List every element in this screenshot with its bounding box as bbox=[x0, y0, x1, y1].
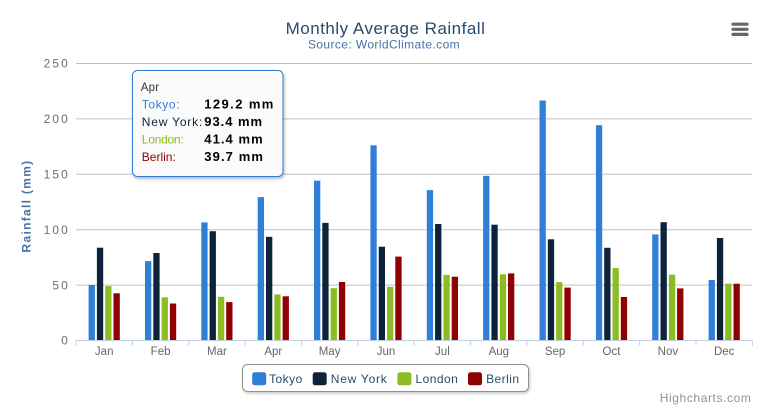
svg-text:London:: London: bbox=[142, 133, 184, 147]
svg-text:Nov: Nov bbox=[658, 346, 679, 358]
svg-text:100: 100 bbox=[44, 223, 70, 237]
svg-text:93.4 mm: 93.4 mm bbox=[204, 114, 263, 129]
svg-text:0: 0 bbox=[61, 334, 70, 348]
svg-text:129.2 mm: 129.2 mm bbox=[204, 97, 274, 112]
svg-text:250: 250 bbox=[44, 57, 70, 71]
svg-text:Apr: Apr bbox=[141, 82, 160, 94]
svg-text:Berlin:: Berlin: bbox=[142, 150, 176, 164]
svg-text:Jan: Jan bbox=[95, 346, 114, 358]
svg-text:50: 50 bbox=[52, 278, 70, 292]
svg-text:May: May bbox=[319, 346, 341, 358]
svg-text:Highcharts.com: Highcharts.com bbox=[660, 391, 752, 405]
svg-text:Oct: Oct bbox=[603, 346, 622, 358]
svg-text:Tokyo: Tokyo bbox=[269, 372, 303, 386]
svg-text:New York:: New York: bbox=[142, 115, 203, 129]
svg-text:Aug: Aug bbox=[489, 346, 509, 358]
svg-text:150: 150 bbox=[44, 168, 70, 182]
svg-text:Berlin: Berlin bbox=[486, 372, 519, 386]
svg-text:London: London bbox=[416, 372, 459, 386]
svg-text:Source: WorldClimate.com: Source: WorldClimate.com bbox=[308, 38, 460, 52]
svg-text:Rainfall (mm): Rainfall (mm) bbox=[20, 160, 34, 253]
svg-text:41.4 mm: 41.4 mm bbox=[204, 132, 263, 147]
svg-text:Tokyo:: Tokyo: bbox=[142, 98, 180, 112]
svg-text:Apr: Apr bbox=[264, 346, 282, 358]
svg-text:Dec: Dec bbox=[714, 346, 735, 358]
svg-text:New York: New York bbox=[331, 372, 388, 386]
svg-text:Jul: Jul bbox=[435, 346, 450, 358]
svg-text:200: 200 bbox=[44, 112, 70, 126]
svg-text:Mar: Mar bbox=[207, 346, 227, 358]
svg-text:39.7 mm: 39.7 mm bbox=[204, 149, 264, 164]
svg-text:Monthly Average Rainfall: Monthly Average Rainfall bbox=[286, 19, 486, 38]
svg-text:Jun: Jun bbox=[377, 346, 396, 358]
svg-text:Sep: Sep bbox=[545, 346, 565, 358]
svg-text:Feb: Feb bbox=[151, 346, 171, 358]
